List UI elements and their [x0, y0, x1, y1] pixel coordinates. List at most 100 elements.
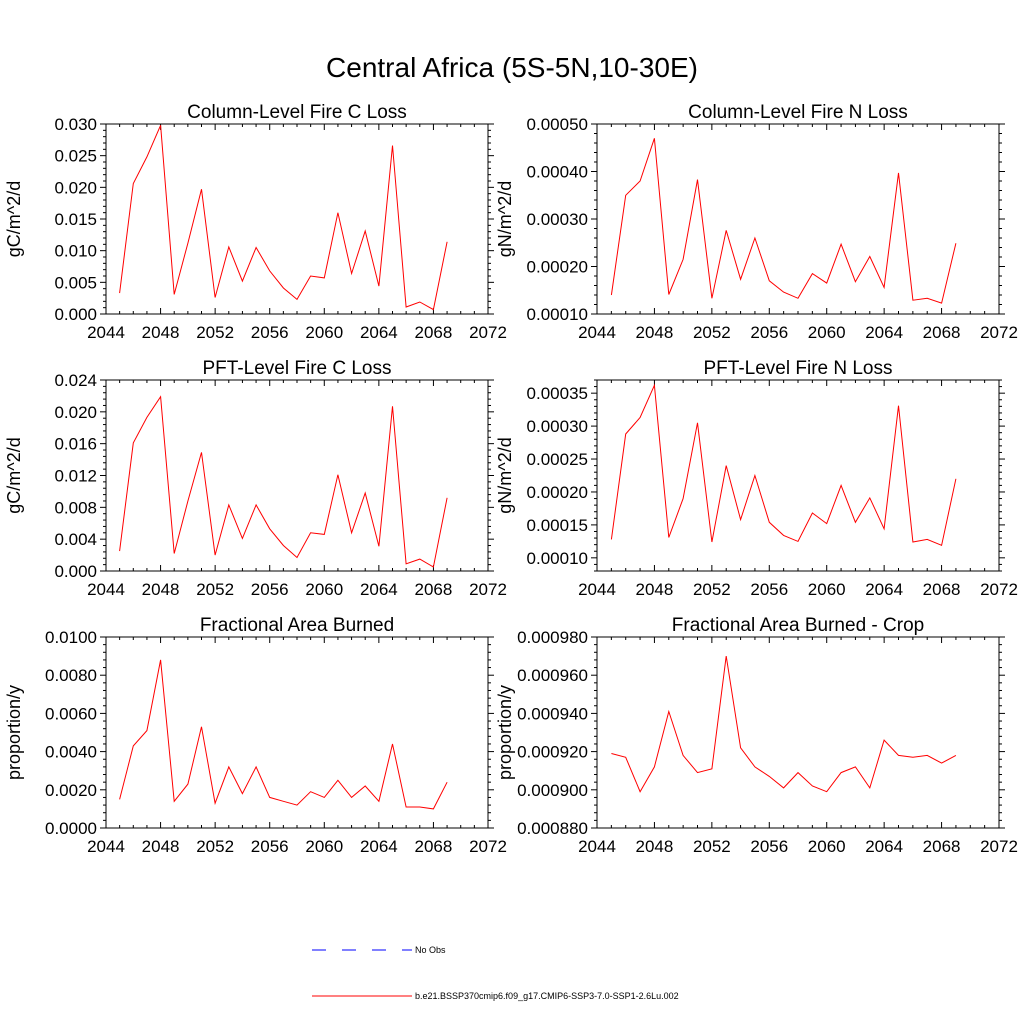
panel-title: Fractional Area Burned: [200, 615, 394, 636]
y-tick-label: 0.000880: [517, 819, 588, 838]
y-tick-label: 0.0040: [45, 743, 97, 762]
y-tick-label: 0.000920: [517, 743, 588, 762]
y-tick-label: 0.004: [54, 530, 97, 549]
plot-frame: [105, 123, 489, 315]
x-tick-label: 2048: [142, 837, 180, 856]
x-tick-label: 2068: [923, 580, 961, 599]
x-tick-label: 2068: [415, 580, 453, 599]
panel-title: PFT-Level Fire N Loss: [704, 358, 893, 379]
y-tick-label: 0.00030: [527, 417, 588, 436]
series-line: [119, 395, 448, 568]
plot-frame: [596, 123, 1000, 315]
y-tick-label: 0.0000: [45, 819, 97, 838]
x-tick-label: 2072: [469, 580, 507, 599]
panel-title: Column-Level Fire N Loss: [688, 102, 908, 123]
figure-title: Central Africa (5S-5N,10-30E): [326, 52, 698, 83]
x-tick-label: 2048: [636, 580, 674, 599]
x-tick-label: 2064: [360, 580, 398, 599]
x-tick-label: 2056: [750, 323, 788, 342]
y-tick-label: 0.00020: [527, 258, 588, 277]
x-tick-label: 2052: [196, 323, 234, 342]
y-axis-label: gC/m^2/d: [4, 437, 24, 513]
y-axis-label: proportion/y: [495, 685, 515, 780]
panel-title: Column-Level Fire C Loss: [187, 102, 407, 123]
x-tick-label: 2044: [87, 580, 125, 599]
panel-title: PFT-Level Fire C Loss: [203, 358, 392, 379]
y-tick-label: 0.00015: [527, 516, 588, 535]
x-tick-label: 2072: [469, 323, 507, 342]
x-tick-label: 2068: [415, 323, 453, 342]
x-tick-label: 2068: [415, 837, 453, 856]
panels: Column-Level Fire C Loss 2044 2048 2052 2056…: [4, 102, 1018, 856]
plot-frame: [596, 379, 1000, 572]
x-tick-label: 2072: [980, 580, 1018, 599]
y-axis-label: gN/m^2/d: [495, 181, 515, 257]
y-tick-label: 0.015: [54, 210, 97, 229]
x-tick-label: 2060: [808, 837, 846, 856]
x-tick-label: 2052: [693, 580, 731, 599]
y-tick-label: 0.024: [54, 371, 97, 390]
x-tick-label: 2064: [360, 323, 398, 342]
legend-label-model: b.e21.BSSP370cmip6.f09_g17.CMIP6-SSP3-7.…: [415, 991, 679, 1001]
y-tick-label: 0.00010: [527, 549, 588, 568]
panel-1: Column-Level Fire C Loss 2044 2048 2052 2056…: [4, 102, 507, 342]
y-axis-label: gC/m^2/d: [4, 181, 24, 257]
series-line: [610, 138, 957, 304]
panel-2: Column-Level Fire N Loss 2044 2048 2052 2056…: [495, 102, 1018, 342]
y-tick-label: 0.020: [54, 178, 97, 197]
series-line: [119, 125, 448, 311]
x-tick-label: 2052: [693, 323, 731, 342]
x-tick-label: 2052: [196, 837, 234, 856]
x-tick-label: 2048: [636, 323, 674, 342]
y-tick-label: 0.020: [54, 403, 97, 422]
x-tick-label: 2060: [305, 580, 343, 599]
x-tick-label: 2048: [142, 323, 180, 342]
panel-5: Fractional Area Burned 2044 2048 2052 2056 20…: [4, 615, 507, 856]
x-tick-label: 2044: [578, 837, 616, 856]
x-tick-label: 2052: [693, 837, 731, 856]
panel-6: Fractional Area Burned - Crop 2044 2048 205…: [495, 615, 1018, 856]
legend: No Obs b.e21.BSSP370cmip6.f09_g17.CMIP6-S…: [312, 945, 679, 1001]
plot-frame: [105, 636, 489, 829]
series-line: [611, 656, 957, 793]
y-tick-label: 0.010: [54, 242, 97, 261]
x-tick-label: 2044: [87, 837, 125, 856]
y-tick-label: 0.005: [54, 273, 97, 292]
x-tick-label: 2060: [305, 323, 343, 342]
y-tick-label: 0.000940: [517, 704, 588, 723]
y-tick-label: 0.012: [54, 467, 97, 486]
y-tick-label: 0.030: [54, 115, 97, 134]
y-tick-label: 0.000: [54, 305, 97, 324]
panel-4: PFT-Level Fire N Loss 2044 2048 2052 2056 206…: [495, 358, 1018, 599]
x-tick-label: 2068: [923, 837, 961, 856]
panel-title: Fractional Area Burned - Crop: [672, 615, 924, 636]
x-tick-label: 2048: [142, 580, 180, 599]
y-tick-label: 0.0100: [45, 628, 97, 647]
y-tick-label: 0.016: [54, 435, 97, 454]
x-tick-label: 2056: [251, 580, 289, 599]
series-line: [119, 659, 448, 810]
y-tick-label: 0.000960: [517, 666, 588, 685]
y-tick-label: 0.000: [54, 562, 97, 581]
y-tick-label: 0.00030: [527, 210, 588, 229]
y-tick-label: 0.00035: [527, 384, 588, 403]
y-tick-label: 0.0060: [45, 704, 97, 723]
x-tick-label: 2072: [980, 323, 1018, 342]
y-tick-label: 0.0020: [45, 781, 97, 800]
x-tick-label: 2060: [305, 837, 343, 856]
series-line: [610, 383, 957, 546]
x-tick-label: 2044: [578, 323, 616, 342]
x-tick-label: 2064: [865, 580, 903, 599]
y-tick-label: 0.008: [54, 498, 97, 517]
y-tick-label: 0.00020: [527, 483, 588, 502]
y-tick-label: 0.00040: [527, 163, 588, 182]
y-tick-label: 0.00025: [527, 450, 588, 469]
x-tick-label: 2044: [578, 580, 616, 599]
x-tick-label: 2072: [469, 837, 507, 856]
y-tick-label: 0.025: [54, 147, 97, 166]
panel-3: PFT-Level Fire C Loss 2044 2048 2052 2056 206…: [4, 358, 507, 599]
x-tick-label: 2056: [750, 580, 788, 599]
x-tick-label: 2060: [808, 580, 846, 599]
plot-frame: [596, 636, 1000, 829]
x-tick-label: 2060: [808, 323, 846, 342]
